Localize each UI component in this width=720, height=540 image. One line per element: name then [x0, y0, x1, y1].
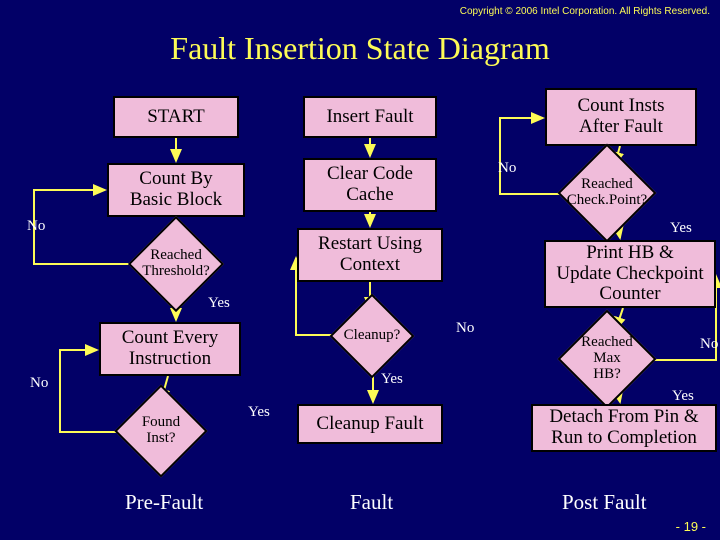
section-label: Pre-Fault [125, 490, 203, 515]
node-reached-max: Reached MaxHB? [572, 324, 642, 394]
edge-label: No [30, 375, 48, 392]
node-restart-ctx: Restart UsingContext [297, 228, 443, 282]
edge-label: Yes [381, 371, 403, 388]
copyright-text: Copyright © 2006 Intel Corporation. All … [460, 6, 710, 17]
slide: Copyright © 2006 Intel Corporation. All … [0, 0, 720, 540]
node-cleanup-f: Cleanup Fault [297, 404, 443, 444]
node-detach: Detach From Pin &Run to Completion [531, 404, 717, 452]
section-label: Post Fault [562, 490, 647, 515]
node-print-hb: Print HB &Update CheckpointCounter [544, 240, 716, 308]
edge-label: No [498, 160, 516, 177]
edge-label: Yes [248, 404, 270, 421]
node-count-insts: Count InstsAfter Fault [545, 88, 697, 146]
edge-label: Yes [208, 295, 230, 312]
node-reached-th: ReachedThreshold? [142, 230, 210, 298]
node-reached-cp: ReachedCheck.Point? [572, 158, 642, 228]
node-cleanup-q: Cleanup? [342, 306, 402, 366]
slide-title: Fault Insertion State Diagram [0, 30, 720, 67]
node-found-inst: Found Inst? [128, 398, 194, 464]
node-insert-fault: Insert Fault [303, 96, 437, 138]
edge-label: No [700, 336, 718, 353]
section-label: Fault [350, 490, 393, 515]
edge-label: Yes [670, 220, 692, 237]
node-count-bb: Count ByBasic Block [107, 163, 245, 217]
node-count-ei: Count EveryInstruction [99, 322, 241, 376]
edge-label: No [27, 218, 45, 235]
page-number: - 19 - [676, 519, 706, 534]
node-start: START [113, 96, 239, 138]
edge-label: Yes [672, 388, 694, 405]
edge-label: No [456, 320, 474, 337]
node-clear-cache: Clear CodeCache [303, 158, 437, 212]
